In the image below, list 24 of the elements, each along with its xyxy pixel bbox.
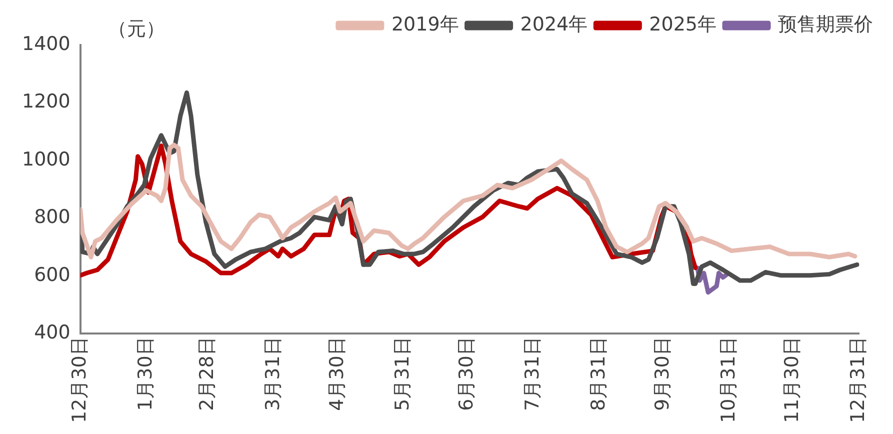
y-tick-label: 800 bbox=[34, 206, 70, 228]
y-axis-title: （元） bbox=[108, 17, 165, 42]
x-tick-label: 5月31日 bbox=[392, 336, 414, 411]
x-tick-label: 10月31日 bbox=[717, 336, 740, 424]
x-tick-label: 6月30日 bbox=[456, 336, 478, 411]
legend-label: 2024年 bbox=[520, 13, 588, 36]
x-tick-label: 3月31日 bbox=[262, 336, 284, 411]
x-tick-label: 12月31日 bbox=[847, 336, 870, 424]
y-tick-label: 400 bbox=[34, 322, 70, 344]
x-tick-label: 9月30日 bbox=[651, 336, 674, 411]
y-tick-label: 600 bbox=[34, 264, 70, 286]
x-tick-label: 1月30日 bbox=[134, 336, 156, 411]
x-tick-label: 2月28日 bbox=[196, 336, 218, 411]
x-tick-label: 8月31日 bbox=[588, 336, 610, 411]
x-tick-label: 12月30日 bbox=[68, 336, 90, 424]
legend-label: 预售期票价 bbox=[778, 13, 873, 36]
legend-label: 2025年 bbox=[649, 13, 717, 36]
x-tick-label: 4月30日 bbox=[326, 336, 348, 411]
y-tick-label: 1400 bbox=[22, 32, 70, 55]
legend-label: 2019年 bbox=[391, 13, 459, 36]
y-tick-label: 1200 bbox=[22, 90, 70, 113]
x-tick-label: 7月31日 bbox=[522, 336, 544, 411]
x-tick-label: 11月30日 bbox=[781, 336, 804, 424]
y-tick-label: 1000 bbox=[22, 148, 70, 170]
